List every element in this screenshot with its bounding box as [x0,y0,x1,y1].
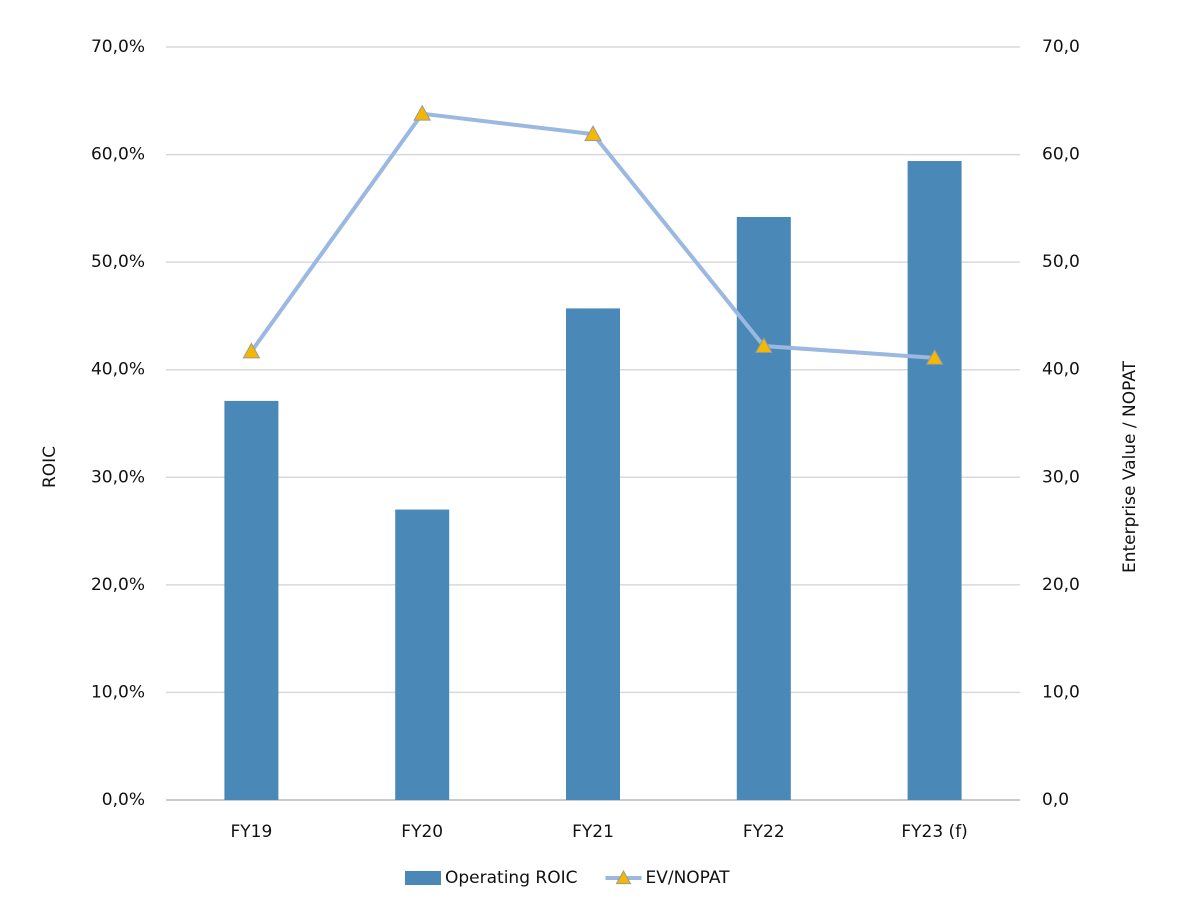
y2-tick-label: 40,0 [1042,360,1080,380]
y2-tick-label: 60,0 [1042,145,1080,165]
line-marker [925,348,944,365]
x-tick-label: FY20 [401,822,443,842]
line-marker [754,337,773,353]
bar [395,509,450,800]
bar [736,216,791,800]
x-tick-label: FY22 [743,822,785,842]
x-tick-label: FY19 [231,822,273,842]
line-marker [242,342,261,359]
line-marker [584,125,602,142]
line-marker [413,104,432,121]
bar [566,308,620,800]
y2-tick-label: 70,0 [1042,37,1080,57]
y2-axis-title: Enterprise Value / NOPAT [1120,360,1140,573]
x-tick-label: FY23 (f) [901,822,967,842]
legend-label: Operating ROIC [445,868,577,888]
y-tick-label: 30,0% [91,467,145,487]
y-tick-label: 70,0% [91,37,145,57]
y2-tick-label: 50,0 [1042,252,1080,272]
y-tick-label: 20,0% [91,575,145,595]
y-axis-title: ROIC [40,446,60,488]
legend-label: EV/NOPAT [645,868,730,888]
y2-tick-label: 0,0 [1042,790,1069,810]
y-tick-label: 40,0% [91,360,145,380]
legend-swatch [405,871,441,885]
bar [224,400,279,800]
y-tick-label: 10,0% [91,682,145,702]
y-tick-label: 50,0% [91,252,145,272]
y-tick-label: 60,0% [91,145,145,165]
x-tick-label: FY21 [572,822,614,842]
y2-tick-label: 30,0 [1042,467,1080,487]
y-tick-label: 0,0% [102,790,145,810]
y2-tick-label: 10,0 [1042,682,1080,702]
bar [907,161,962,801]
legend-marker [615,869,632,885]
y2-tick-label: 20,0 [1042,575,1080,595]
